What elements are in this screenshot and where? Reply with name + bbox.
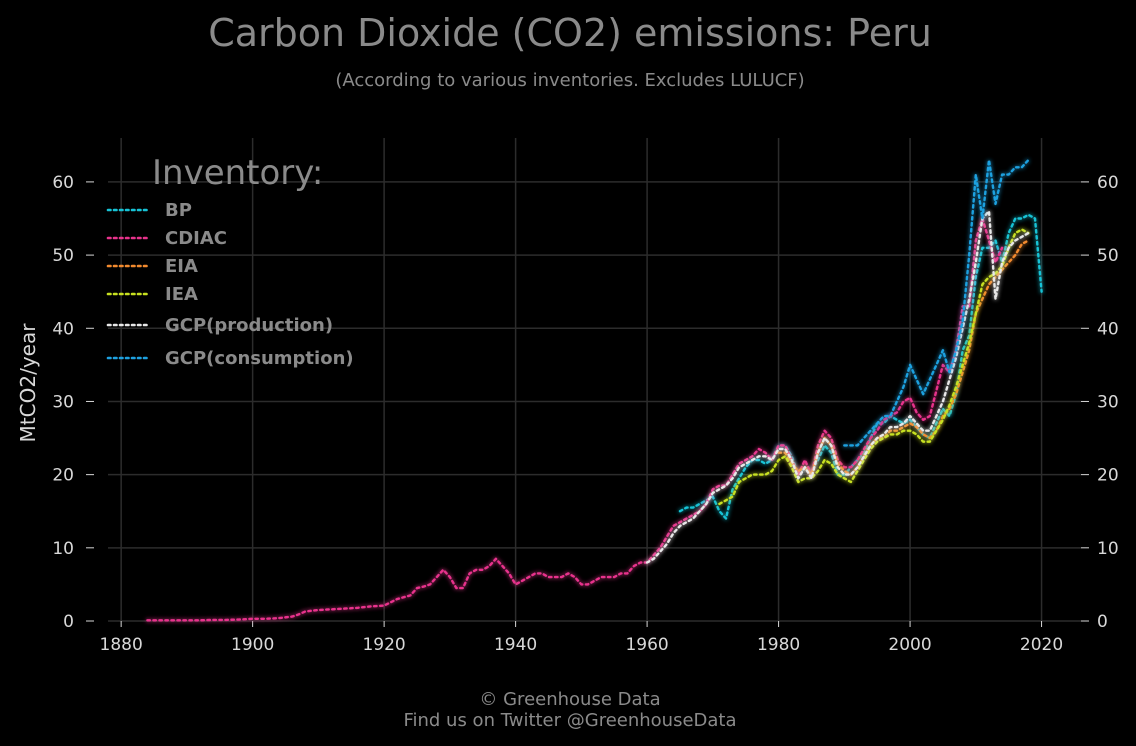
x-tick-label: 1960 bbox=[625, 635, 668, 655]
series-line-gcp-production bbox=[645, 209, 1030, 564]
legend-label-eia: EIA bbox=[165, 256, 198, 277]
legend-label-iea: IEA bbox=[165, 284, 198, 305]
y-tick-label-right: 10 bbox=[1097, 539, 1119, 559]
x-tick-label: 1920 bbox=[362, 635, 405, 655]
x-tick-label: 2020 bbox=[1020, 635, 1063, 655]
series-line-gcp-consumption bbox=[843, 158, 1030, 447]
legend: Inventory: BP CDIAC EIA IEA GCP(production) G… bbox=[106, 153, 354, 369]
x-tick-label: 1900 bbox=[231, 635, 274, 655]
y-tick-label-right: 60 bbox=[1097, 173, 1119, 193]
x-tick-label: 1940 bbox=[494, 635, 537, 655]
y-axis-label: MtCO2/year bbox=[16, 323, 40, 443]
legend-label-gcp-production: GCP(production) bbox=[165, 315, 333, 336]
legend-label-bp: BP bbox=[165, 200, 192, 221]
y-tick-label-right: 20 bbox=[1097, 466, 1119, 486]
series-line-cdiac bbox=[146, 217, 1004, 622]
series-line-iea bbox=[718, 228, 1030, 506]
x-tick-label: 1880 bbox=[100, 635, 143, 655]
y-tick-label-left: 30 bbox=[52, 392, 74, 412]
footer-copyright: © Greenhouse Data bbox=[479, 689, 660, 710]
y-tick-label-left: 60 bbox=[52, 173, 74, 193]
y-tick-label-right: 0 bbox=[1097, 612, 1108, 632]
legend-label-cdiac: CDIAC bbox=[165, 228, 227, 249]
y-tick-label-right: 30 bbox=[1097, 392, 1119, 412]
y-tick-label-left: 50 bbox=[52, 246, 74, 266]
y-tick-label-left: 20 bbox=[52, 466, 74, 486]
chart-subtitle: (According to various inventories. Exclu… bbox=[335, 70, 804, 91]
y-tick-label-right: 40 bbox=[1097, 319, 1119, 339]
x-tick-label: 1980 bbox=[757, 635, 800, 655]
y-tick-label-left: 0 bbox=[63, 612, 74, 632]
y-tick-label-left: 10 bbox=[52, 539, 74, 559]
chart-title: Carbon Dioxide (CO2) emissions: Peru bbox=[208, 11, 932, 55]
grid bbox=[108, 138, 1081, 622]
legend-label-gcp-consumption: GCP(consumption) bbox=[165, 348, 354, 369]
series-line-bp bbox=[678, 213, 1043, 520]
x-tick-label: 2000 bbox=[888, 635, 931, 655]
y-tick-label-left: 40 bbox=[52, 319, 74, 339]
y-tick-label-right: 50 bbox=[1097, 246, 1119, 266]
series-group bbox=[146, 158, 1043, 622]
footer-twitter: Find us on Twitter @GreenhouseData bbox=[403, 710, 736, 731]
legend-title: Inventory: bbox=[152, 153, 323, 193]
